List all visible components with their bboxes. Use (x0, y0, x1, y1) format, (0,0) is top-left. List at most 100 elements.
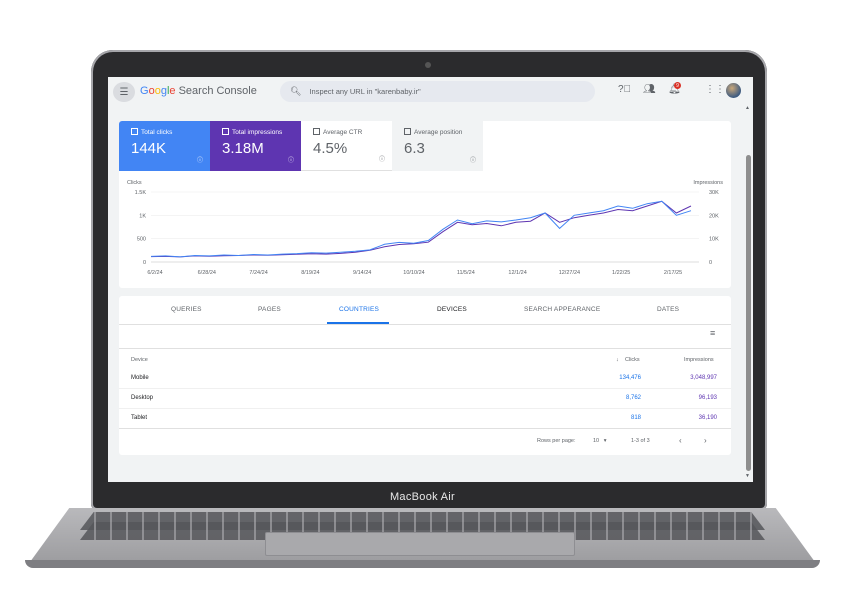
dropdown-icon: ▾ (600, 438, 607, 444)
metric-label: Average CTR (323, 129, 363, 136)
dimension-tabs: QUERIES PAGES COUNTRIES DEVICES SEARCH A… (119, 296, 731, 325)
checkbox-icon[interactable] (313, 128, 320, 135)
device-cell: Mobile (131, 375, 149, 381)
avatar[interactable] (726, 83, 741, 98)
dimensions-card: QUERIES PAGES COUNTRIES DEVICES SEARCH A… (119, 296, 731, 455)
chevron-left-icon[interactable]: ‹ (679, 436, 682, 445)
x-tick-label: 7/24/24 (249, 270, 267, 276)
filter-icon[interactable]: ≡ (710, 328, 716, 338)
url-inspect-search[interactable]: 🔍︎ Inspect any URL in "karenbaby.ir" (280, 81, 595, 102)
logo-letter: e (169, 85, 176, 97)
metric-average-position[interactable]: Average position 6.3 ⓘ (392, 121, 483, 171)
metric-total-impressions[interactable]: Total impressions 3.18M ⓘ (210, 121, 301, 171)
x-tick-label: 9/14/24 (353, 270, 371, 276)
metric-value: 3.18M (222, 140, 264, 157)
column-device[interactable]: Device (131, 357, 148, 363)
right-tick-label: 30K (709, 190, 719, 196)
column-clicks[interactable]: Clicks (625, 357, 640, 363)
device-cell: Tablet (131, 415, 148, 421)
device-cell: Desktop (131, 395, 154, 401)
column-impressions[interactable]: Impressions (684, 357, 714, 363)
logo-letter: g (160, 85, 167, 97)
help-icon[interactable]: ⓘ (469, 158, 476, 164)
x-tick-label: 6/2/24 (147, 270, 162, 276)
tab-pages[interactable]: PAGES (258, 306, 281, 313)
x-tick-label: 6/28/24 (198, 270, 216, 276)
apps-icon[interactable]: ⋮⋮ (705, 84, 725, 95)
logo-letter: o (148, 85, 155, 97)
pagination-range: 1-3 of 3 (631, 438, 650, 444)
notification-badge: 9 (674, 82, 681, 89)
tab-search-appearance[interactable]: SEARCH APPEARANCE (524, 306, 601, 313)
x-tick-label: 8/19/24 (301, 270, 319, 276)
table-row[interactable]: Mobile 134,476 3,048,997 (119, 368, 731, 389)
device-label: MacBook Air (389, 491, 456, 503)
checkbox-icon[interactable] (131, 128, 138, 135)
x-tick-label: 1/22/25 (612, 270, 630, 276)
laptop-foot (25, 560, 820, 568)
checkbox-icon[interactable] (404, 128, 411, 135)
scroll-up-icon[interactable]: ▲ (745, 105, 750, 111)
metric-average-ctr[interactable]: Average CTR 4.5% ⓘ (301, 121, 392, 171)
tab-countries[interactable]: COUNTRIES (339, 306, 380, 313)
x-tick-label: 12/27/24 (559, 270, 580, 276)
x-tick-label: 2/17/25 (664, 270, 682, 276)
metric-total-clicks[interactable]: Total clicks 144K ⓘ (119, 121, 210, 171)
x-tick-label: 12/1/24 (508, 270, 526, 276)
active-tab-indicator (327, 322, 389, 324)
help-icon[interactable]: ?⃝ (618, 84, 632, 95)
help-icon[interactable]: ⓘ (196, 158, 203, 164)
rows-per-page-select[interactable]: 10 ▾ (593, 438, 606, 444)
right-tick-label: 0 (709, 260, 712, 266)
rows-per-page-label: Rows per page: (537, 438, 576, 444)
checkbox-icon[interactable] (222, 128, 229, 135)
clicks-cell: 818 (630, 415, 641, 421)
left-tick-label: 500 (137, 237, 146, 243)
table-row[interactable]: Desktop 8,762 96,193 (119, 388, 731, 409)
product-logo[interactable]: Google Search Console (140, 85, 257, 97)
scrollbar-thumb[interactable] (746, 155, 751, 471)
metric-value: 4.5% (313, 140, 348, 157)
impressions-cell: 3,048,997 (690, 375, 717, 381)
screen: ☰ Google Search Console 🔍︎ Inspect any U… (108, 77, 753, 482)
impressions-series-line (150, 200, 692, 258)
impressions-cell: 36,190 (698, 415, 717, 421)
table-row[interactable]: Tablet 818 36,190 (119, 408, 731, 429)
camera-icon (425, 62, 431, 68)
metric-label: Total impressions (232, 129, 283, 136)
menu-icon[interactable]: ☰ (113, 82, 135, 102)
metric-label: Average position (414, 129, 463, 136)
x-tick-label: 11/5/24 (457, 270, 475, 276)
left-tick-label: 0 (143, 260, 146, 266)
right-tick-label: 10K (709, 237, 719, 243)
performance-card: Total clicks 144K ⓘ Total impressions 3.… (119, 121, 731, 288)
metric-label: Total clicks (141, 129, 173, 136)
x-tick-label: 10/10/24 (403, 270, 424, 276)
metric-value: 144K (131, 140, 167, 157)
search-placeholder: Inspect any URL in "karenbaby.ir" (309, 87, 421, 96)
right-tick-label: 20K (709, 213, 719, 219)
tab-dates[interactable]: DATES (657, 306, 680, 313)
rows-per-page-value: 10 (593, 438, 600, 444)
keyboard-row (80, 522, 765, 540)
clicks-cell: 134,476 (619, 375, 641, 381)
users-icon[interactable]: 👥︎ (643, 84, 656, 95)
left-tick-label: 1K (139, 213, 146, 219)
logo-letter: l (166, 85, 170, 97)
help-icon[interactable]: ⓘ (287, 158, 294, 164)
logo-letter: G (140, 85, 149, 97)
tab-devices[interactable]: DEVICES (437, 306, 467, 313)
metric-value: 6.3 (404, 140, 425, 157)
left-tick-label: 1.5K (135, 190, 147, 196)
clicks-series-line (150, 200, 692, 258)
chevron-right-icon[interactable]: › (704, 436, 707, 445)
left-axis-label: Clicks (127, 180, 142, 186)
logo-letter: o (154, 85, 161, 97)
bell-icon[interactable]: 🔔︎ (668, 84, 681, 95)
arrow-down-icon: ↓ (616, 357, 619, 363)
help-icon[interactable]: ⓘ (378, 157, 385, 163)
scroll-down-icon[interactable]: ▼ (745, 473, 750, 479)
tab-queries[interactable]: QUERIES (171, 306, 202, 313)
trackpad (265, 532, 575, 556)
